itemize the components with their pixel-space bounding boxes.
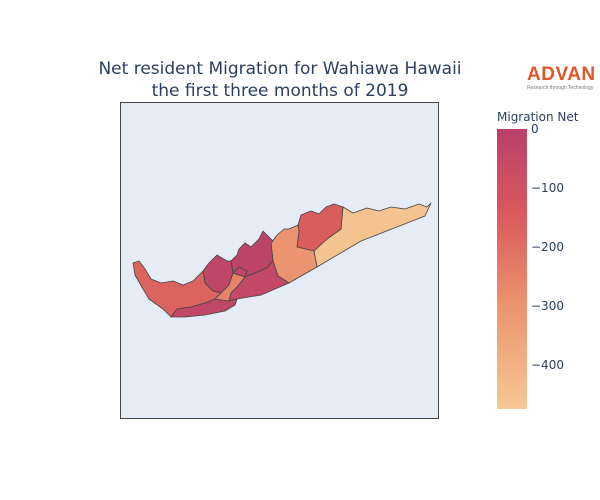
colorbar-tick-label: −400 [531, 357, 564, 372]
region-small-center[interactable] [232, 266, 248, 278]
map-title: Net resident Migration for Wahiawa Hawai… [80, 58, 480, 102]
region-small-west[interactable] [214, 272, 246, 302]
title-line-2: the first three months of 2019 [151, 81, 409, 101]
colorbar-tick-label: −300 [531, 298, 564, 313]
logo-word: ADVAN [527, 64, 596, 85]
colorbar-title: Migration Net [497, 110, 579, 124]
colorbar-tick-label: 0 [531, 122, 539, 136]
colorbar [497, 129, 527, 409]
title-line-1: Net resident Migration for Wahiawa Hawai… [98, 59, 462, 79]
advan-logo: ADVAN Research through Technology [527, 64, 597, 92]
logo-tagline: Research through Technology [527, 85, 594, 91]
map-area[interactable] [120, 102, 439, 419]
colorbar-tick-label: −100 [531, 180, 564, 195]
map-svg [132, 202, 432, 318]
region-west-arm[interactable] [132, 260, 222, 318]
colorbar-tick-label: −200 [531, 239, 564, 254]
